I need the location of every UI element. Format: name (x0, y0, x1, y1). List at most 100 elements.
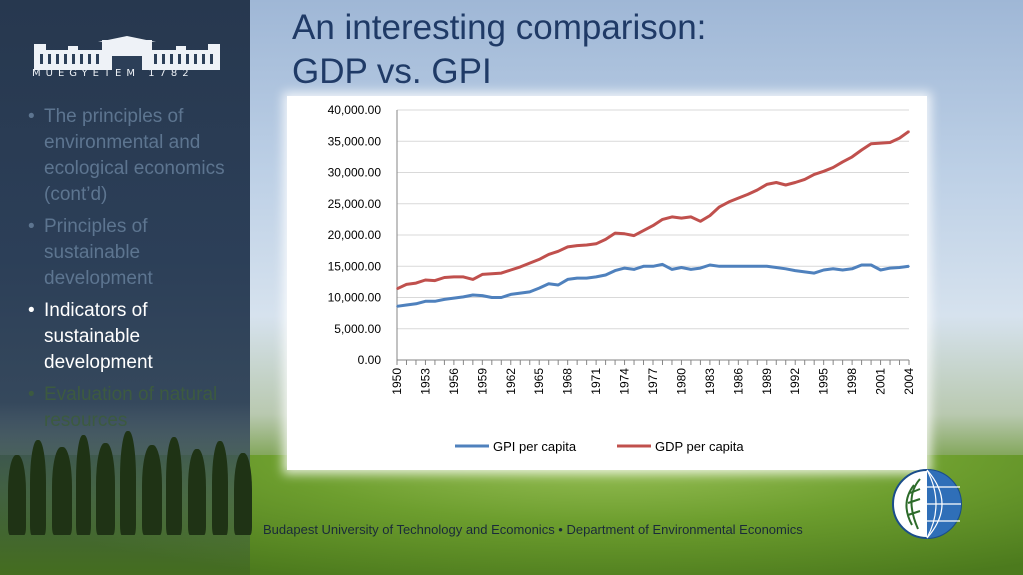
data-point (566, 278, 569, 281)
data-point (709, 264, 711, 266)
chart-container: 0.00 5,000.00 10,000.00 15,000.00 20,000.00 2… (287, 96, 927, 470)
data-point (604, 274, 607, 276)
data-point (576, 244, 578, 247)
data-point (908, 265, 910, 268)
x-tick-label: 1986 (731, 368, 745, 395)
data-point (491, 272, 493, 275)
data-point (405, 283, 408, 286)
x-tick-label: 1965 (532, 368, 546, 395)
sidebar-item-indicators[interactable]: Indicators of sustainable development (28, 298, 228, 376)
data-point (434, 279, 436, 282)
x-tick-label: 1995 (817, 368, 831, 395)
data-point (472, 278, 474, 281)
x-tick-label: 1998 (845, 368, 859, 395)
tree (52, 447, 72, 535)
data-point (898, 137, 901, 139)
y-tick-label: 30,000.00 (328, 166, 382, 180)
data-point (690, 216, 692, 218)
data-point (661, 263, 664, 266)
data-point (841, 161, 844, 163)
tree (76, 435, 91, 535)
x-tick-label: 1974 (618, 368, 632, 395)
data-point (509, 269, 512, 271)
data-point (756, 189, 759, 191)
data-point (396, 287, 398, 290)
data-point (415, 282, 417, 284)
data-point (462, 296, 465, 298)
data-point (576, 277, 578, 279)
tree (234, 453, 252, 535)
x-tick-label: 1983 (703, 368, 717, 395)
tree (96, 443, 115, 535)
data-point (879, 142, 882, 144)
y-tick-label: 20,000.00 (328, 228, 382, 242)
data-point (633, 234, 635, 237)
slide-title-line1: An interesting comparison: (292, 8, 707, 47)
data-point (813, 272, 815, 274)
sidebar-item-sustainable-principles[interactable]: Principles of sustainable development (28, 214, 228, 292)
sidebar-item-evaluation[interactable]: Evaluation of natural resources (28, 382, 228, 434)
data-point (642, 265, 645, 268)
x-tick-label: 1977 (646, 368, 660, 395)
data-point (434, 300, 436, 303)
data-point (661, 218, 664, 221)
data-point (472, 294, 474, 296)
y-tick-label: 25,000.00 (328, 197, 382, 211)
tree (166, 437, 182, 535)
data-point (557, 284, 559, 286)
data-point (832, 267, 834, 270)
data-point (747, 193, 749, 196)
data-point (851, 267, 853, 270)
data-point (509, 293, 512, 296)
x-tick-label: 2004 (902, 368, 916, 395)
data-point (614, 269, 616, 272)
data-point (500, 272, 503, 274)
data-point (462, 276, 465, 278)
data-point (453, 276, 455, 278)
data-point (443, 276, 446, 279)
x-tick-label: 1962 (504, 368, 518, 395)
data-point (841, 269, 844, 271)
university-building-logo (34, 36, 220, 70)
data-point (784, 267, 787, 270)
data-point (898, 266, 901, 269)
data-point (737, 265, 740, 268)
globe-logo-icon (892, 469, 962, 539)
data-point (500, 296, 503, 299)
x-tick-label: 1950 (390, 368, 404, 395)
x-tick-label: 2001 (874, 368, 888, 395)
y-tick-label: 15,000.00 (328, 259, 382, 273)
data-point (889, 267, 891, 269)
data-point (424, 279, 427, 281)
legend-entry: GDP per capita (655, 439, 744, 454)
data-point (405, 304, 408, 306)
data-point (756, 265, 759, 268)
data-point (822, 170, 825, 173)
sidebar-item-environmental-principles[interactable]: The principles of environmental and ecol… (28, 104, 228, 208)
data-point (652, 265, 654, 268)
data-point (623, 267, 626, 269)
y-tick-label: 0.00 (358, 353, 382, 367)
data-point (396, 305, 398, 308)
data-point (851, 156, 853, 158)
slide-title: An interesting comparison: GDP vs. GPI (292, 6, 706, 94)
data-point (860, 264, 863, 266)
x-tick-label: 1968 (561, 368, 575, 395)
data-point (860, 149, 863, 151)
slide-title-line2: GDP vs. GPI (292, 52, 492, 91)
data-point (585, 277, 588, 279)
data-point (803, 178, 806, 181)
data-point (794, 181, 797, 184)
data-point (889, 141, 891, 144)
data-point (908, 130, 910, 133)
data-point (604, 238, 607, 241)
data-point (547, 282, 550, 285)
data-point (538, 258, 541, 261)
y-tick-label: 35,000.00 (328, 134, 382, 148)
data-point (557, 250, 559, 253)
data-point (633, 268, 635, 271)
data-point (709, 214, 711, 217)
data-point (775, 181, 778, 184)
data-point (566, 246, 569, 248)
data-point (737, 197, 740, 199)
